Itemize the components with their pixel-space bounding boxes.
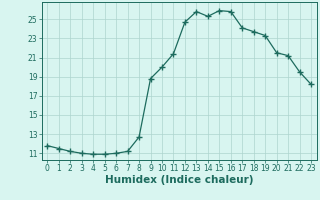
X-axis label: Humidex (Indice chaleur): Humidex (Indice chaleur): [105, 175, 253, 185]
